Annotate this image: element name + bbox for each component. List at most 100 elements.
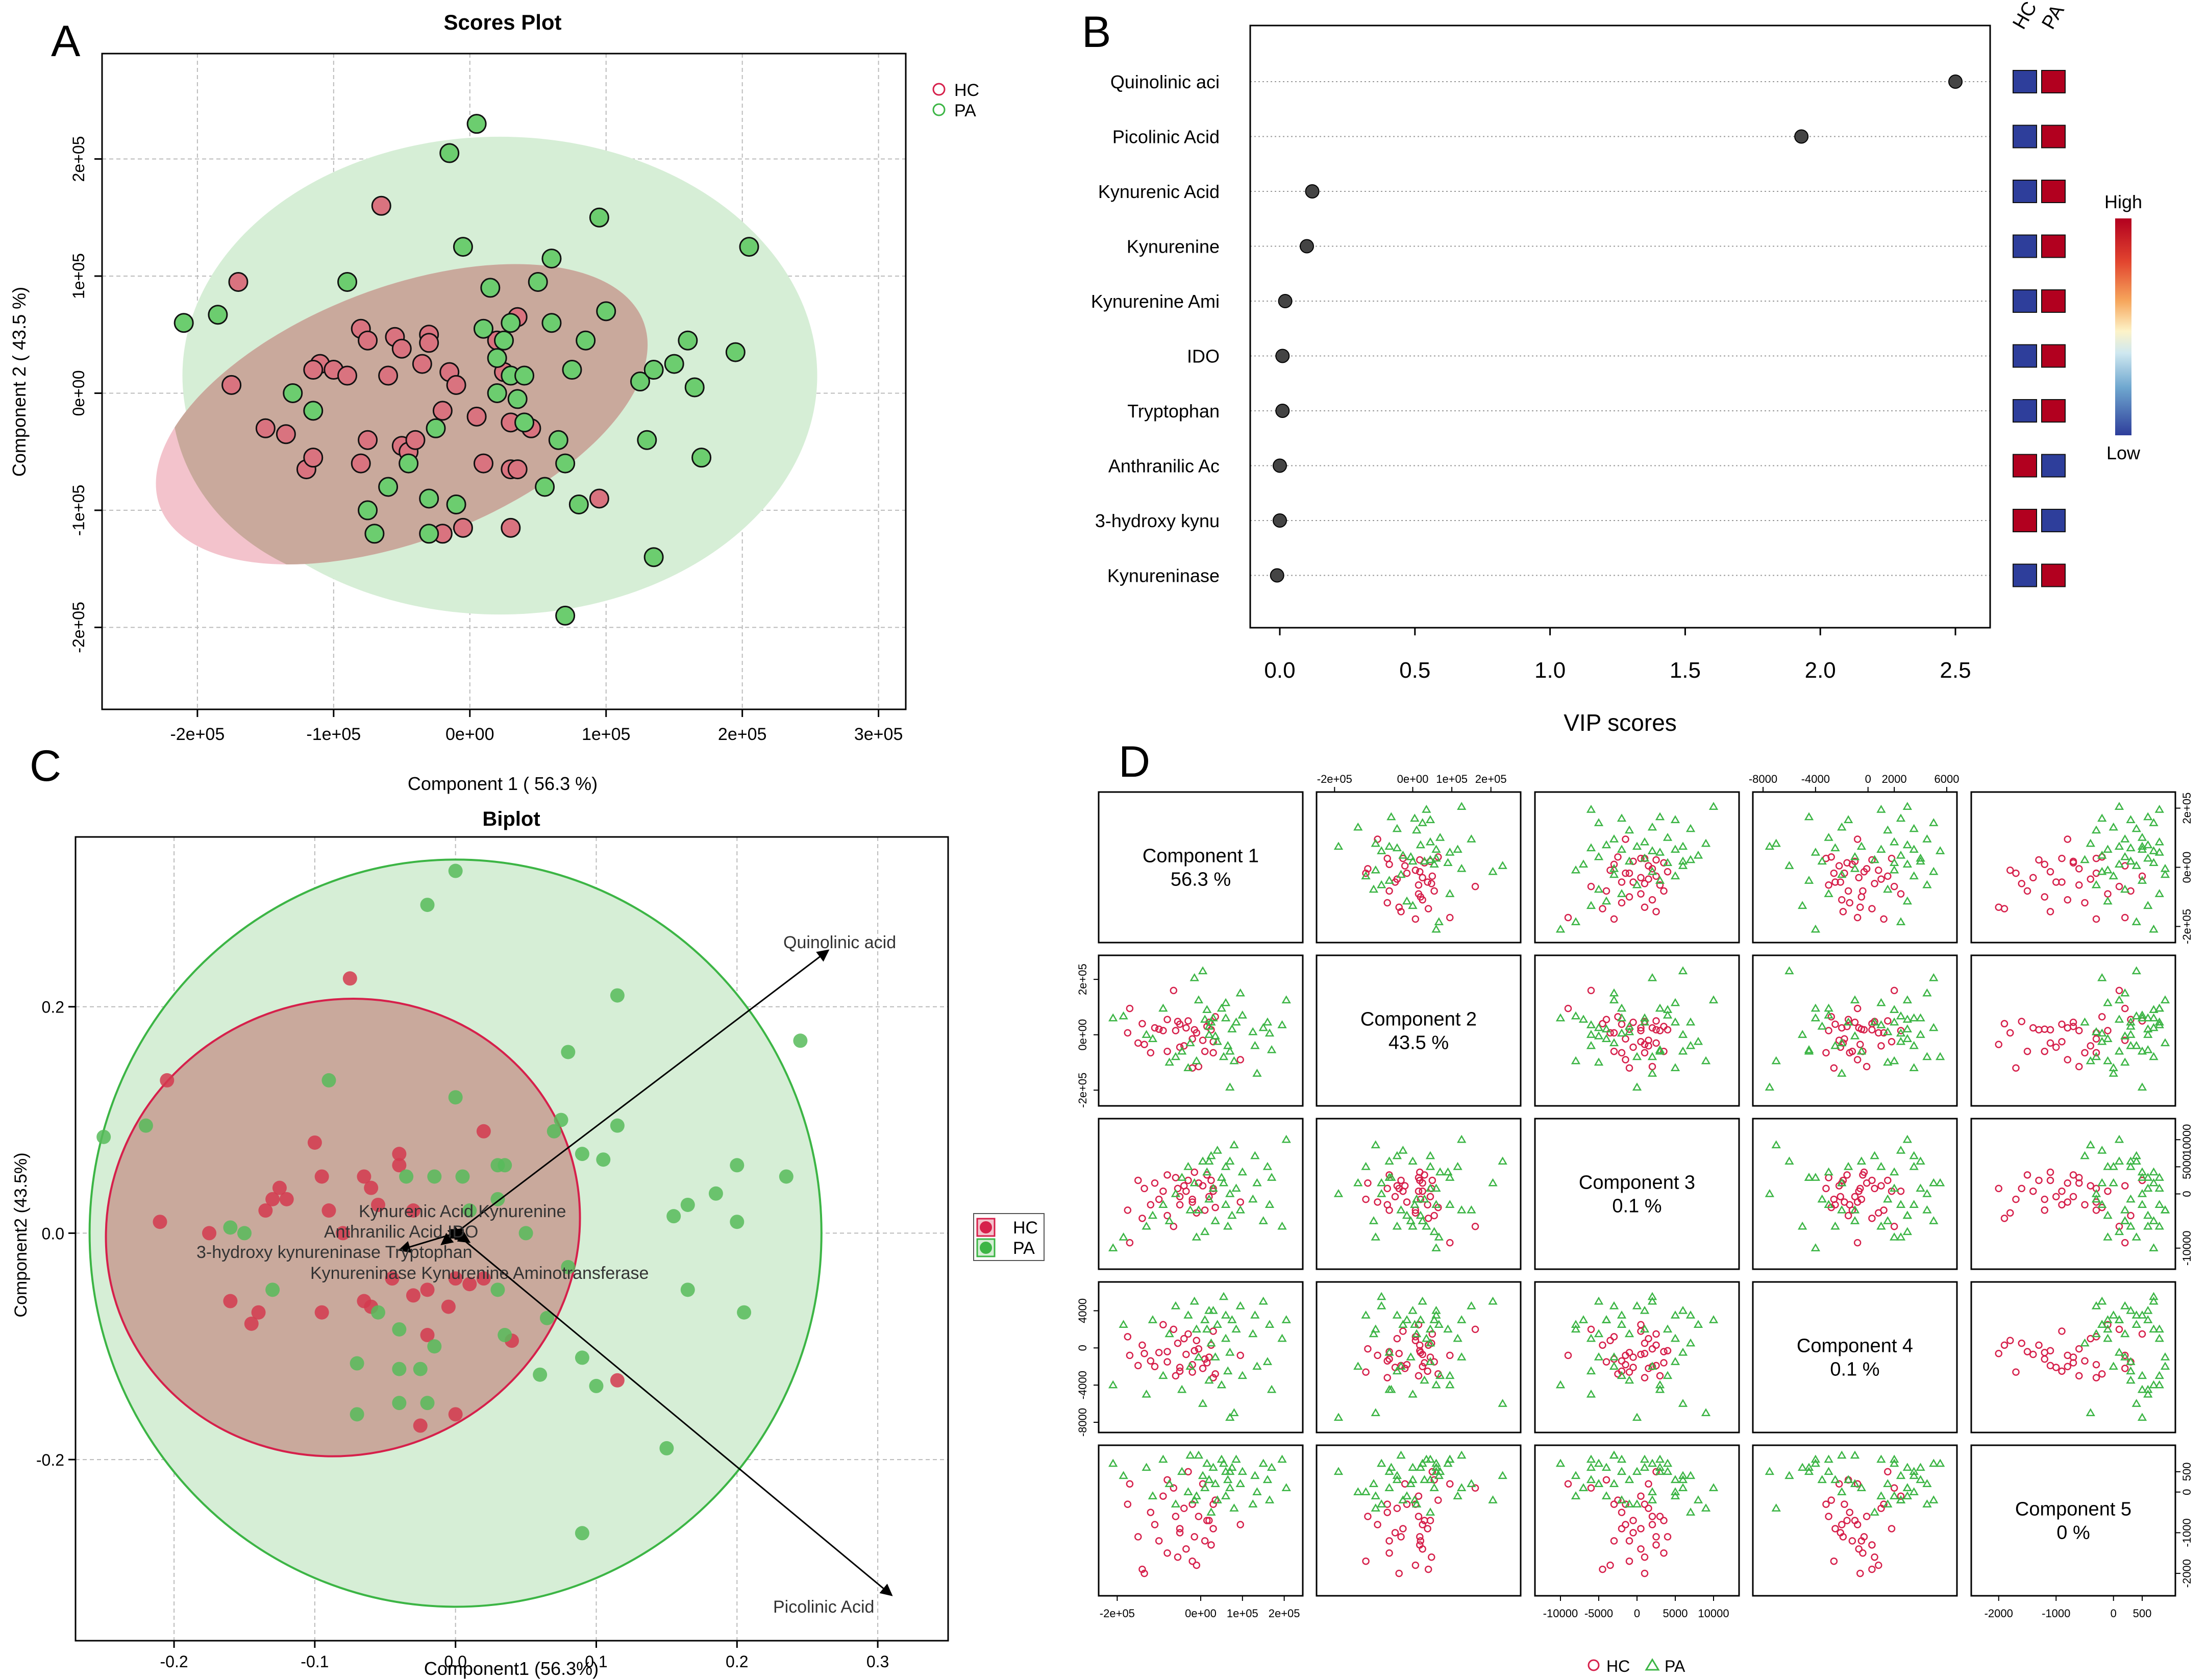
hc-point (1863, 865, 1871, 873)
pa-point (1617, 1013, 1627, 1022)
pa-point (1883, 825, 1893, 834)
x-tick-label: -0.1 (301, 1652, 329, 1671)
vip-dot (1948, 75, 1963, 89)
pa-point (1571, 1056, 1581, 1065)
hc-point (1426, 1193, 1434, 1201)
pa-point (1158, 1003, 1168, 1012)
pa-point (1586, 1454, 1596, 1463)
hc-point (228, 271, 249, 292)
pa-point (1889, 1459, 1899, 1467)
pa-point (2103, 1210, 2113, 1219)
diagonal-variance: 0.1 % (1830, 1359, 1879, 1380)
pa-point (1453, 1333, 1462, 1342)
pa-point (1185, 1205, 1195, 1214)
pa-point (1194, 995, 1204, 1004)
pa-point (466, 114, 487, 134)
hc-point (279, 1192, 294, 1206)
pa-point (1640, 1013, 1650, 1022)
hc-point (1841, 1500, 1848, 1508)
pa-point (1377, 1189, 1386, 1197)
hc-point (2087, 1182, 2094, 1190)
vip-dot (1299, 239, 1314, 254)
bottom-axis-1-tick-label: 2e+05 (1269, 1607, 1300, 1620)
hc-point (1362, 1368, 1370, 1376)
hc-point (364, 1180, 379, 1195)
pa-point (1445, 1200, 1455, 1208)
hc-point (1151, 1521, 1159, 1528)
pa-point (1377, 846, 1386, 854)
panel-c-biplot: C Biplot Kynurenic Acid Kynurenine Anthr… (11, 742, 1045, 1679)
pa-point (1889, 858, 1899, 867)
matrix-cell-frame (1098, 791, 1304, 944)
pa-point (501, 313, 521, 333)
hc-point (1875, 867, 1882, 874)
pa-point (561, 1045, 576, 1059)
hc-point (1176, 1529, 1184, 1537)
hc-point (589, 488, 609, 509)
hc-point (1182, 1024, 1190, 1032)
hc-point (1625, 1368, 1633, 1376)
hc-point (1884, 1468, 1892, 1476)
hc-point (1618, 1509, 1626, 1516)
y-tick-label: -0.2 (36, 1451, 64, 1469)
hc-point (1126, 1239, 1134, 1247)
diagonal-variance: 43.5 % (1388, 1032, 1449, 1054)
hc-point (1172, 1027, 1180, 1034)
hc-point (2098, 1013, 2106, 1021)
hc-point (1830, 1557, 1838, 1565)
pa-point (1804, 1463, 1814, 1471)
pa-point (1617, 889, 1627, 897)
hc-point (1868, 1565, 1876, 1573)
pa-point (1929, 1459, 1939, 1467)
pa-point (2143, 1305, 2153, 1314)
hc-point (255, 418, 276, 438)
hc-point (1138, 1565, 1146, 1573)
pa-point (1206, 1151, 1216, 1159)
pa-point (680, 1282, 695, 1297)
vip-feature-label: Kynureninase (1107, 565, 1220, 586)
pa-point (2120, 1352, 2130, 1361)
hc-point (1637, 1027, 1645, 1034)
hc-point (1172, 1174, 1180, 1181)
pa-point (173, 313, 194, 333)
hc-point (314, 1169, 329, 1184)
hc-point (1641, 1500, 1649, 1508)
pa-point (664, 354, 684, 374)
pa-point (1850, 1450, 1860, 1459)
matrix-cell-2-5 (1970, 954, 2176, 1107)
heatmap-cell (2041, 399, 2066, 423)
pa-point (1418, 1459, 1427, 1467)
pa-point (2149, 1296, 2159, 1305)
hc-point (1446, 913, 1454, 922)
hc-point (1188, 1195, 1196, 1203)
pa-point (1235, 1301, 1245, 1310)
pa-point (1406, 1352, 1416, 1361)
pa-point (283, 383, 303, 403)
hc-point (1859, 887, 1867, 895)
matrix-cell-3-1 (1098, 1118, 1304, 1270)
hc-point (1853, 1198, 1862, 1206)
pa-point (2143, 1173, 2153, 1181)
bottom-axis-5-tick-label: 500 (2133, 1607, 2152, 1620)
panel-a-x-label: Component 1 ( 56.3 %) (408, 773, 598, 794)
pa-point (1225, 1046, 1235, 1055)
hc-point (1856, 903, 1864, 911)
pa-point (630, 372, 650, 391)
hc-point (1170, 1484, 1178, 1492)
hc-point (1625, 893, 1633, 901)
pa-point (1377, 1301, 1386, 1310)
pa-point (666, 1209, 681, 1224)
pa-point (1445, 889, 1455, 897)
hc-point (1629, 1364, 1637, 1371)
pa-point (1371, 1491, 1380, 1499)
pa-point (2131, 917, 2141, 925)
hc-point (336, 1226, 351, 1241)
hc-point (2121, 1036, 2129, 1044)
hc-point (1163, 1047, 1171, 1055)
hc-point (2029, 1350, 2037, 1358)
hc-point (1201, 1206, 1209, 1214)
pa-point (1685, 1017, 1696, 1026)
hc-point (412, 354, 432, 374)
pa-point (2109, 1162, 2118, 1170)
pa-point (1420, 1475, 1429, 1484)
